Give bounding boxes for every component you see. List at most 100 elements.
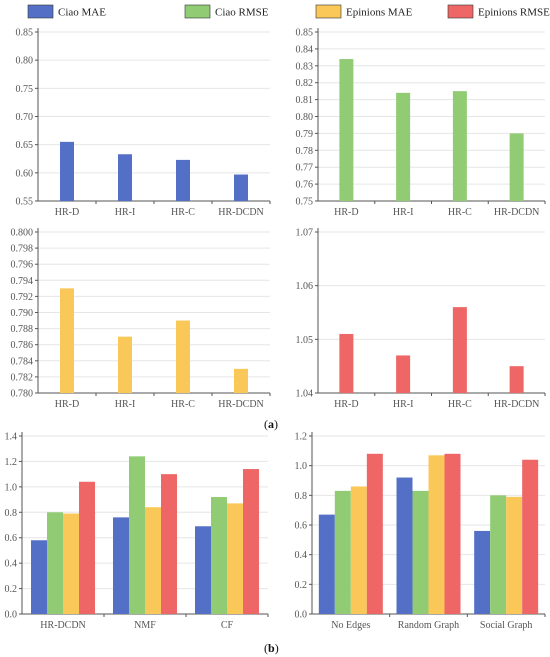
y-tick-label: 0.0 xyxy=(5,610,18,621)
y-tick-label: 0.798 xyxy=(11,244,34,255)
y-tick-label: 0.0 xyxy=(295,610,308,621)
bar xyxy=(47,512,63,614)
x-tick-label: HR-I xyxy=(393,207,414,218)
bar xyxy=(396,477,413,614)
x-tick-label: Random Graph xyxy=(398,620,459,631)
chart-panel-1: 0.55 0.60 0.65 0.70 0.75 0.80 0.85 HR-D HR-I HR-C… xyxy=(16,28,271,218)
x-tick-label: CF xyxy=(221,620,234,631)
y-tick-label: 0.790 xyxy=(11,308,34,319)
bar xyxy=(428,455,445,614)
legend-swatch xyxy=(315,4,342,19)
y-tick-label: 0.792 xyxy=(11,292,34,303)
chart-panel-3: 0.780 0.782 0.784 0.786 0.788 0.790 0.792 0.794… xyxy=(11,228,271,410)
y-tick-label: 0.75 xyxy=(16,84,34,95)
y-tick-label: 1.4 xyxy=(5,432,18,443)
y-tick-label: 0.76 xyxy=(296,180,314,191)
y-tick-label: 0.65 xyxy=(16,140,34,151)
y-tick-label: 0.78 xyxy=(296,146,314,157)
x-tick-label: HR-D xyxy=(334,207,358,218)
bar xyxy=(31,540,47,614)
x-tick-label: HR-DCDN xyxy=(494,399,540,410)
x-tick-label: No Edges xyxy=(331,620,370,631)
bar xyxy=(227,503,243,614)
bar xyxy=(339,333,354,393)
y-tick-label: 1.2 xyxy=(5,457,18,468)
y-tick-label: 0.2 xyxy=(5,584,18,595)
bar xyxy=(79,481,95,614)
y-tick-label: 1.0 xyxy=(5,482,18,493)
bar xyxy=(474,530,491,614)
y-tick-label: 0.784 xyxy=(11,356,34,367)
bar xyxy=(452,307,467,393)
x-tick-label: HR-C xyxy=(171,207,195,218)
bar xyxy=(396,92,411,201)
y-tick-label: 0.75 xyxy=(296,197,314,208)
bar xyxy=(366,453,383,614)
x-tick-label: Social Graph xyxy=(480,620,533,631)
bar xyxy=(243,469,259,614)
bar xyxy=(444,453,461,614)
bar xyxy=(318,514,335,614)
y-tick-label: 0.60 xyxy=(16,168,34,179)
bar xyxy=(522,459,539,614)
y-tick-label: 0.800 xyxy=(11,228,34,239)
legend-label: Epinions MAE xyxy=(346,7,413,19)
y-tick-label: 0.70 xyxy=(16,112,34,123)
bar xyxy=(63,513,79,614)
caption-a: (a) xyxy=(264,417,278,431)
x-tick-label: HR-C xyxy=(448,399,472,410)
chart-panel-4: 1.04 1.05 1.06 1.07 HR-D HR-I HR-C HR-DCDN xyxy=(296,228,546,410)
y-tick-label: 0.788 xyxy=(11,324,34,335)
x-tick-label: HR-I xyxy=(115,207,136,218)
x-tick-label: HR-C xyxy=(448,207,472,218)
x-tick-label: HR-I xyxy=(115,399,136,410)
charts: 0.55 0.60 0.65 0.70 0.75 0.80 0.85 HR-D HR-I HR-C… xyxy=(5,28,546,631)
bar xyxy=(60,288,74,393)
x-tick-label: HR-DCDN xyxy=(218,399,264,410)
bar xyxy=(195,526,211,614)
bar xyxy=(506,496,523,614)
bar xyxy=(412,490,429,614)
legend-item-3: Epinions MAE xyxy=(315,4,413,19)
y-tick-label: 0.782 xyxy=(11,372,34,383)
y-tick-label: 0.4 xyxy=(5,559,18,570)
y-tick-label: 1.2 xyxy=(295,432,308,443)
bar xyxy=(339,59,354,201)
bar xyxy=(509,133,524,201)
y-tick-label: 0.79 xyxy=(296,129,314,140)
y-tick-label: 0.8 xyxy=(5,508,18,519)
legend-swatch xyxy=(27,4,54,19)
y-tick-label: 1.04 xyxy=(296,389,314,400)
x-tick-label: NMF xyxy=(134,620,156,631)
bar xyxy=(350,486,367,614)
bar xyxy=(334,490,351,614)
bar xyxy=(234,368,248,393)
legend-item-2: Ciao RMSE xyxy=(184,4,269,19)
bar xyxy=(113,517,129,614)
y-tick-label: 0.81 xyxy=(296,95,314,106)
y-tick-label: 0.85 xyxy=(16,28,34,39)
legend-swatch xyxy=(184,4,211,19)
y-tick-label: 0.55 xyxy=(16,197,34,208)
legend-swatch xyxy=(447,4,474,19)
legend-item-4: Epinions RMSE xyxy=(447,4,550,19)
bar xyxy=(452,91,467,201)
legend-label: Ciao MAE xyxy=(58,7,106,19)
bar xyxy=(176,159,190,201)
y-tick-label: 0.85 xyxy=(296,28,314,39)
bar xyxy=(211,497,227,614)
x-tick-label: HR-DCDN xyxy=(218,207,264,218)
y-tick-label: 0.794 xyxy=(11,276,34,287)
y-tick-label: 0.83 xyxy=(296,61,314,72)
bar xyxy=(118,336,132,393)
y-tick-label: 0.6 xyxy=(295,521,308,532)
bar xyxy=(509,366,524,393)
bar xyxy=(490,495,507,614)
bar xyxy=(60,141,74,201)
bar xyxy=(176,320,190,393)
y-tick-label: 1.0 xyxy=(295,461,308,472)
y-tick-label: 1.06 xyxy=(296,281,314,292)
legend-item-1: Ciao MAE xyxy=(27,4,106,19)
bar xyxy=(118,154,132,201)
